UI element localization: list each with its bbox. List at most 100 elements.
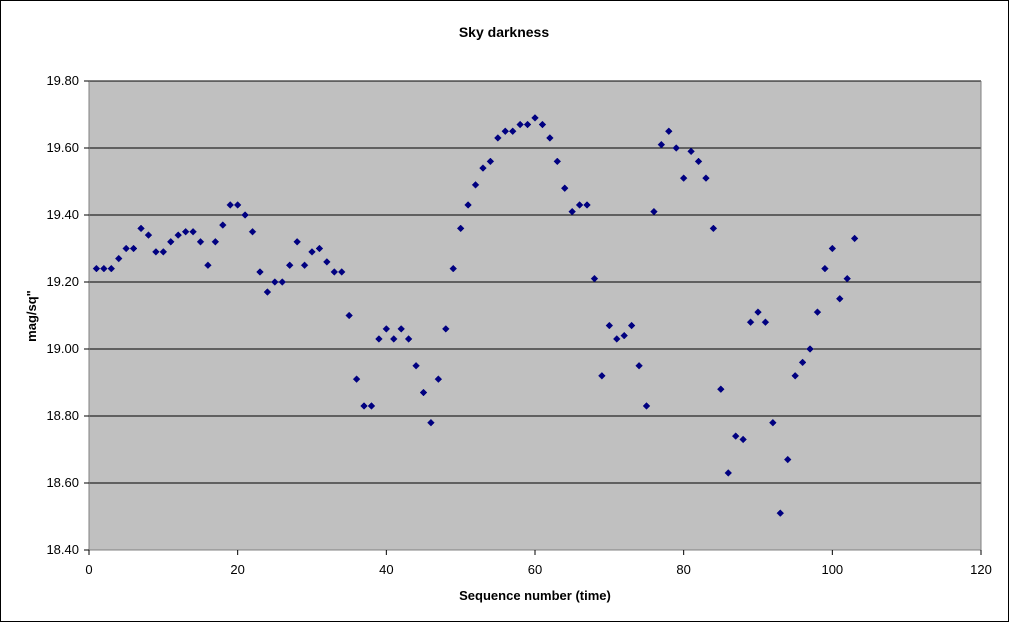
data-point [479, 164, 487, 172]
x-tick-label: 100 [821, 562, 843, 577]
data-point [642, 402, 651, 410]
chart-title: Sky darkness [459, 24, 549, 40]
data-point [367, 402, 376, 410]
data-point [315, 244, 324, 253]
data-point [122, 244, 130, 253]
data-point [189, 227, 197, 236]
data-point [152, 248, 160, 256]
x-tick-label: 60 [528, 562, 542, 577]
data-point [560, 184, 569, 192]
y-tick-label: 19.80 [46, 73, 79, 88]
data-point [204, 261, 212, 270]
data-point [761, 318, 770, 326]
data-point [553, 157, 562, 166]
data-point [308, 248, 316, 256]
data-point [538, 120, 547, 129]
data-point [137, 224, 145, 233]
data-point [709, 224, 718, 233]
data-point [806, 345, 814, 353]
x-tick-label: 120 [970, 562, 992, 577]
data-point [746, 318, 755, 326]
data-point [620, 331, 628, 340]
y-axis-ticks: 18.40 18.60 18.80 19.00 19.20 19.40 19.60 19.80 [46, 73, 89, 557]
x-tick-label: 40 [379, 562, 393, 577]
data-point [256, 268, 264, 276]
data-point [828, 244, 837, 253]
y-tick-label: 19.20 [46, 274, 79, 289]
data-point [605, 321, 614, 330]
data-point [382, 325, 391, 333]
x-tick-label: 0 [85, 562, 92, 577]
data-point [442, 325, 450, 333]
data-point [390, 335, 398, 343]
y-tick-label: 18.40 [46, 542, 79, 557]
y-tick-label: 19.40 [46, 207, 79, 222]
data-point [679, 174, 688, 182]
data-point [114, 254, 123, 263]
data-point [129, 244, 138, 253]
data-point [337, 268, 346, 276]
data-point [323, 258, 331, 266]
data-point [271, 278, 279, 286]
data-point [731, 432, 740, 440]
data-point [798, 358, 807, 367]
y-tick-label: 18.80 [46, 408, 79, 423]
data-point [159, 248, 168, 256]
data-point [665, 127, 673, 136]
y-tick-label: 19.60 [46, 140, 79, 155]
data-point [419, 388, 428, 397]
data-point [754, 308, 762, 316]
plot-background [89, 81, 981, 550]
data-point [330, 268, 339, 276]
gridlines [89, 80, 981, 484]
data-point [248, 227, 257, 236]
data-point [233, 201, 242, 209]
data-point [516, 120, 524, 129]
data-point [181, 227, 190, 236]
data-point [211, 238, 220, 246]
data-point [293, 238, 301, 246]
data-point [694, 157, 703, 166]
data-series [92, 114, 859, 517]
data-point [783, 455, 792, 464]
data-point [657, 140, 666, 149]
data-point [546, 134, 554, 142]
data-point [352, 375, 361, 383]
data-point [717, 385, 725, 393]
data-point [791, 372, 799, 380]
data-point [486, 157, 495, 166]
data-point [449, 264, 457, 273]
data-point [196, 238, 205, 246]
data-point [285, 261, 294, 270]
data-point [702, 174, 710, 182]
data-point [375, 335, 383, 343]
data-point [464, 201, 472, 209]
data-point [107, 264, 116, 273]
data-point [456, 224, 465, 233]
data-point [360, 402, 368, 410]
y-tick-label: 19.00 [46, 341, 79, 356]
data-point [568, 207, 576, 216]
data-point [508, 127, 517, 136]
data-point [650, 207, 658, 216]
data-point [813, 308, 822, 316]
x-axis-ticks: 0 20 40 60 80 100 120 [85, 550, 992, 577]
data-point [226, 201, 234, 209]
x-axis-label: Sequence number (time) [459, 588, 611, 603]
x-tick-label: 20 [230, 562, 244, 577]
data-point [850, 234, 859, 243]
data-point [635, 361, 643, 370]
data-point [219, 221, 227, 229]
data-point [471, 181, 480, 189]
data-point [776, 509, 785, 517]
data-point [494, 134, 502, 142]
data-point [434, 375, 443, 383]
data-point [174, 231, 182, 239]
plot-area [89, 81, 981, 550]
data-point [100, 264, 108, 273]
data-point [687, 147, 695, 156]
data-point [345, 311, 353, 320]
data-point [613, 335, 621, 343]
